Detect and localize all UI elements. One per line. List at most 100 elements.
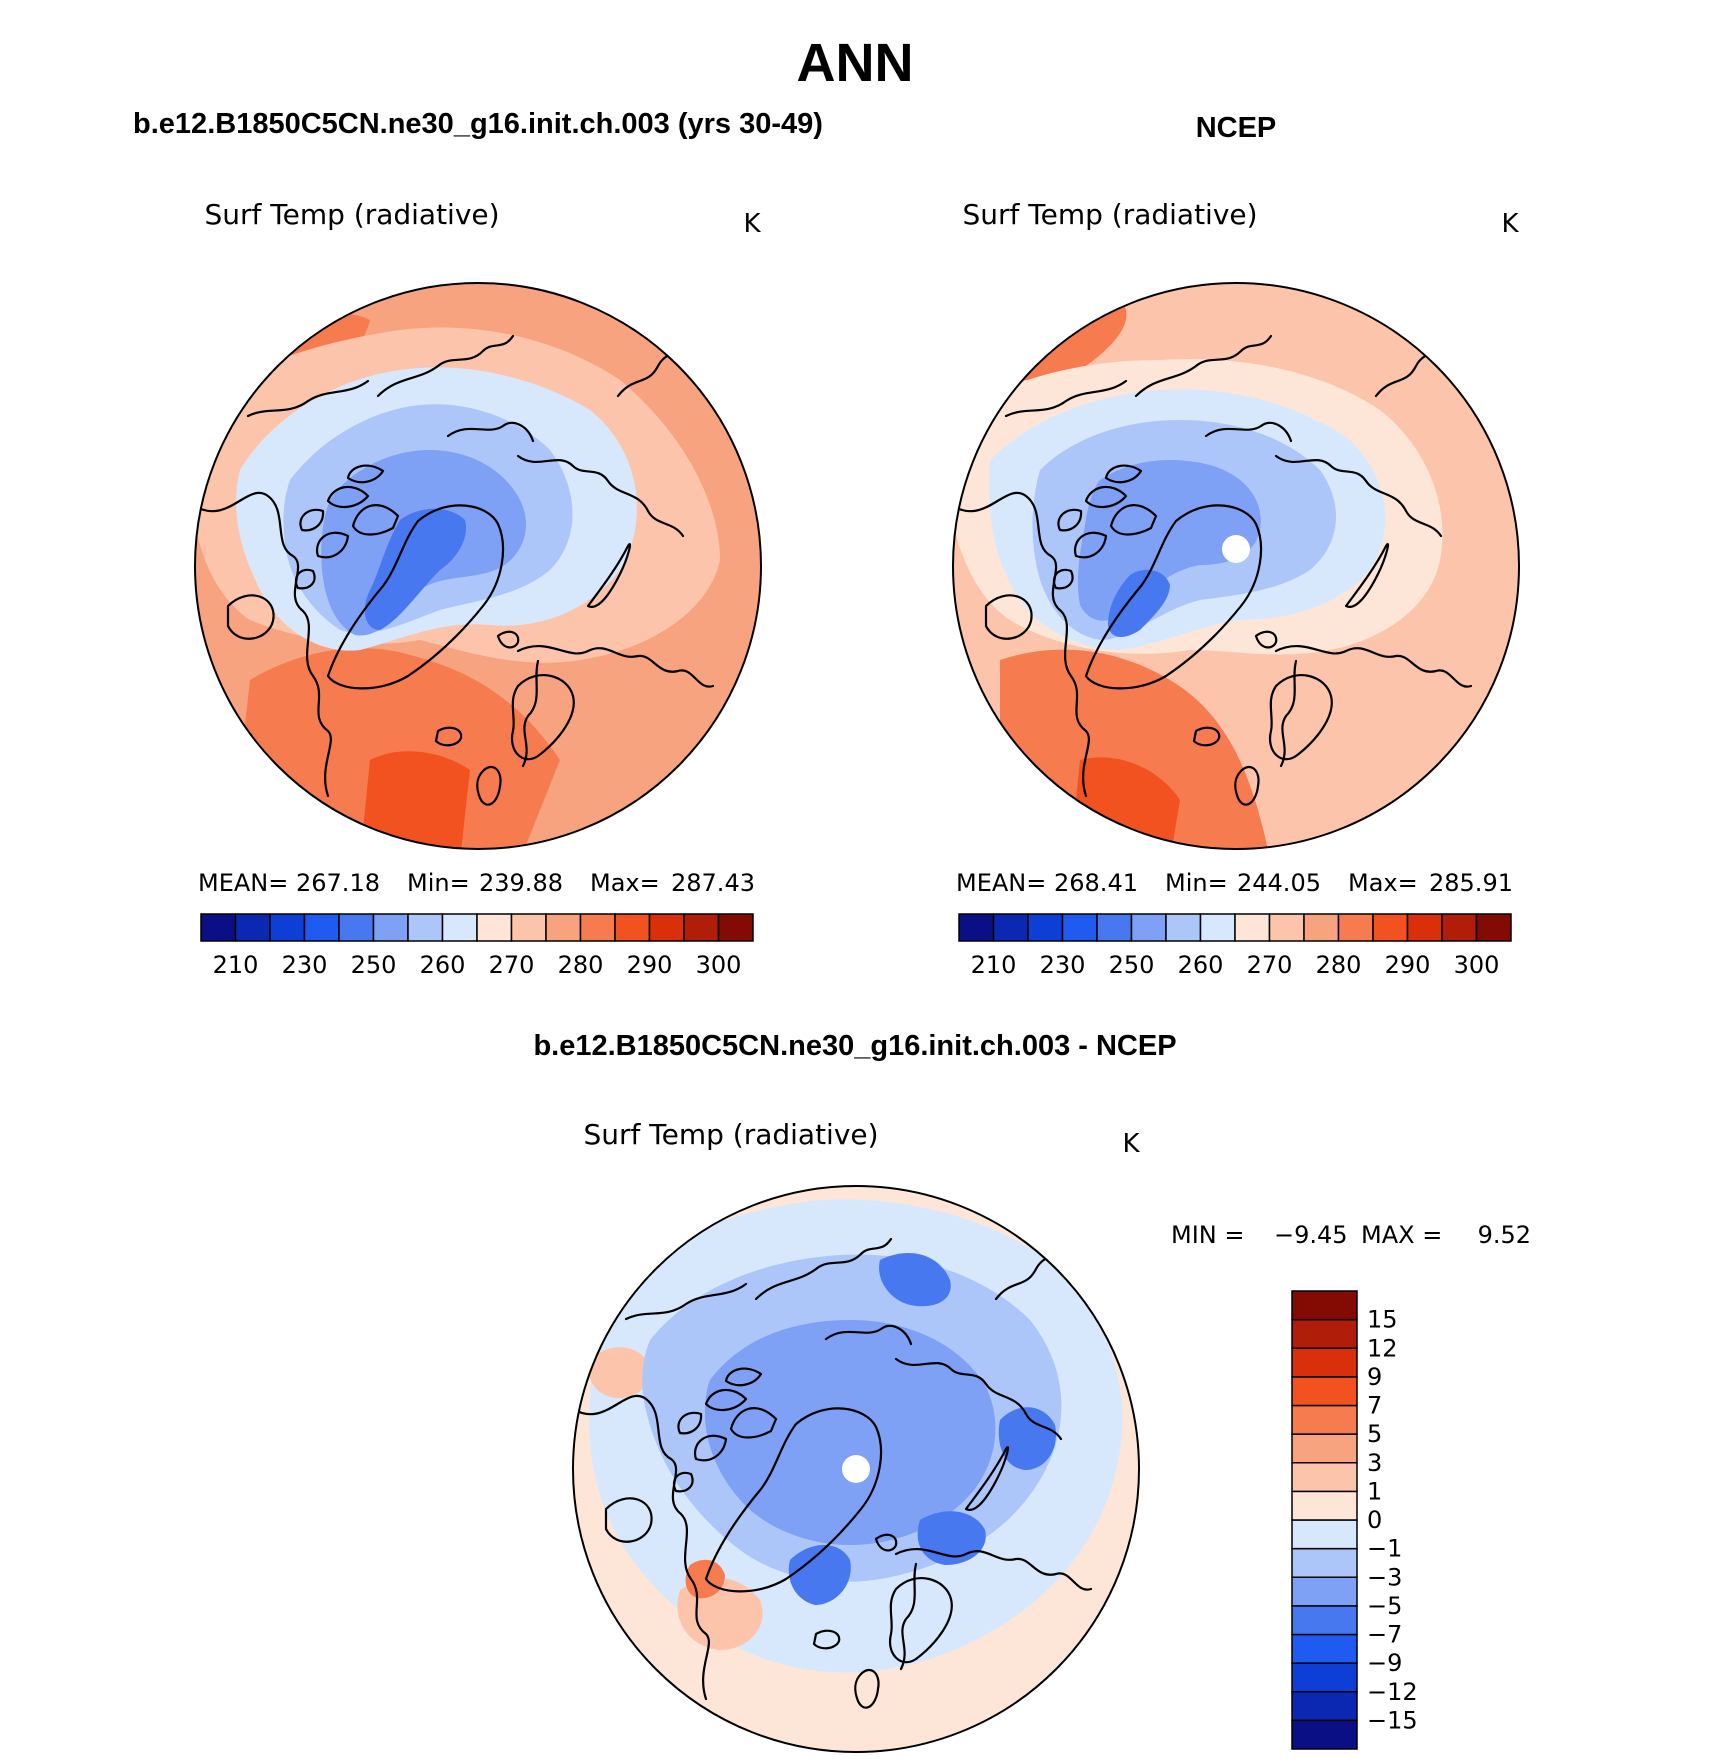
panel-diff-heading: b.e12.B1850C5CN.ne30_g16.init.ch.003 - N… [533,1030,1176,1062]
obs-colorbar-tick-7: 300 [1454,951,1500,979]
obs-colorbar-swatch-12 [1372,913,1409,942]
model-colorbar-swatch-1 [234,913,271,942]
model-colorbar-tick-5: 280 [558,951,604,979]
model-colorbar-tick-3: 260 [420,951,466,979]
model-colorbar-swatch-13 [648,913,685,942]
diff-colorbar-swatch-13 [1291,1347,1358,1378]
diff-colorbar-swatch-14 [1291,1318,1358,1349]
model-max-value: 287.43 [671,869,755,897]
obs-min-label: Min= [1165,869,1228,897]
obs-mean-value: 268.41 [1054,869,1138,897]
diff-colorbar-swatch-2 [1291,1662,1358,1693]
diff-colorbar-tick-6: −1 [1367,1535,1402,1563]
panel-obs-colorbar: 210 230 250 260 270 280 290 300 [958,913,1512,979]
obs-colorbar-swatch-5 [1130,913,1167,942]
field-cool-5 [998,1407,1056,1470]
field-coldest [1108,569,1170,637]
diff-colorbar-tick-11: 7 [1367,1392,1382,1420]
model-min-label: Min= [407,869,470,897]
obs-colorbar-swatch-3 [1061,913,1098,942]
obs-colorbar-tick-4: 270 [1247,951,1293,979]
obs-colorbar-swatch-6 [1165,913,1202,942]
diff-colorbar-tick-9: 3 [1367,1449,1382,1477]
field-warm-patch-1 [588,1347,651,1399]
diff-colorbar-swatch-3 [1291,1633,1358,1664]
obs-colorbar-tick-0: 210 [971,951,1017,979]
model-colorbar-swatch-0 [200,913,237,942]
obs-colorbar-tick-1: 230 [1040,951,1086,979]
model-colorbar-swatch-12 [614,913,651,942]
model-colorbar-swatch-5 [372,913,409,942]
field-cool-2 [705,1320,996,1545]
panel-model-variable: Surf Temp (radiative) [204,198,499,231]
field-cool-3 [788,1545,851,1605]
panel-model-map [195,283,761,849]
panel-obs-map-border [952,282,1520,850]
model-max-label: Max= [590,869,660,897]
model-colorbar-swatch-7 [441,913,478,942]
diff-min-label: MIN = [1171,1221,1244,1249]
panel-diff-map [573,1186,1139,1752]
model-colorbar-swatch-3 [303,913,340,942]
obs-colorbar-swatch-15 [1475,913,1512,942]
field-cool-6 [879,1252,951,1307]
diff-colorbar-swatch-11 [1291,1404,1358,1435]
model-mean-label: MEAN= [198,869,288,897]
panel-obs: NCEP Surf Temp (radiative) K MEAN= 268.4… [952,112,1520,979]
obs-colorbar-swatch-10 [1303,913,1340,942]
model-min-value: 239.88 [479,869,563,897]
panel-obs-units: K [1501,209,1519,239]
diff-max-value: 9.52 [1478,1221,1531,1249]
obs-colorbar-swatch-4 [1096,913,1133,942]
model-colorbar-swatch-14 [683,913,720,942]
panel-model-colorbar: 210 230 250 260 270 280 290 300 [200,913,754,979]
obs-max-value: 285.91 [1429,869,1513,897]
model-mean-value: 267.18 [296,869,380,897]
obs-colorbar-swatch-14 [1441,913,1478,942]
model-colorbar-swatch-4 [338,913,375,942]
obs-min-value: 244.05 [1237,869,1321,897]
obs-colorbar-swatch-9 [1268,913,1305,942]
diff-colorbar-swatch-8 [1291,1490,1358,1521]
model-colorbar-tick-0: 210 [213,951,259,979]
model-colorbar-swatch-10 [545,913,582,942]
diff-colorbar-tick-5: −3 [1367,1563,1402,1591]
panel-obs-variable: Surf Temp (radiative) [962,198,1257,231]
diff-colorbar-swatch-12 [1291,1376,1358,1407]
obs-max-label: Max= [1348,869,1418,897]
panel-model-heading: b.e12.B1850C5CN.ne30_g16.init.ch.003 (yr… [133,108,823,140]
diff-colorbar-tick-7: 0 [1367,1506,1382,1534]
diff-max-label: MAX = [1361,1221,1442,1249]
diff-colorbar-swatch-10 [1291,1433,1358,1464]
panel-obs-stats: MEAN= 268.41 Min= 244.05 Max= 285.91 [956,869,1513,897]
model-colorbar-tick-2: 250 [351,951,397,979]
diff-colorbar-tick-8: 1 [1367,1477,1382,1505]
diff-colorbar-tick-4: −5 [1367,1592,1402,1620]
model-colorbar-swatch-2 [269,913,306,942]
figure-title: ANN [797,33,914,93]
obs-colorbar-tick-2: 250 [1109,951,1155,979]
obs-colorbar-tick-3: 260 [1178,951,1224,979]
obs-colorbar-swatch-1 [992,913,1029,942]
field-colder [1077,460,1261,621]
panel-model: b.e12.B1850C5CN.ne30_g16.init.ch.003 (yr… [133,108,823,979]
diff-colorbar-swatch-4 [1291,1605,1358,1636]
obs-colorbar-swatch-2 [1027,913,1064,942]
diff-colorbar-tick-13: 12 [1367,1334,1398,1362]
model-colorbar-swatch-6 [407,913,444,942]
model-colorbar-tick-4: 270 [489,951,535,979]
obs-colorbar-swatch-8 [1234,913,1271,942]
diff-colorbar-swatch-7 [1291,1519,1358,1550]
obs-mean-label: MEAN= [956,869,1046,897]
model-colorbar-tick-7: 300 [696,951,742,979]
model-colorbar-swatch-8 [476,913,513,942]
obs-colorbar-swatch-11 [1337,913,1374,942]
model-colorbar-swatch-11 [579,913,616,942]
diff-colorbar-swatch-15 [1291,1290,1358,1321]
diff-colorbar-swatch-1 [1291,1691,1358,1722]
diff-colorbar-swatch-9 [1291,1462,1358,1493]
panel-diff-map-border [572,1185,1140,1753]
diff-colorbar-tick-3: −7 [1367,1621,1402,1649]
obs-colorbar-swatch-7 [1199,913,1236,942]
